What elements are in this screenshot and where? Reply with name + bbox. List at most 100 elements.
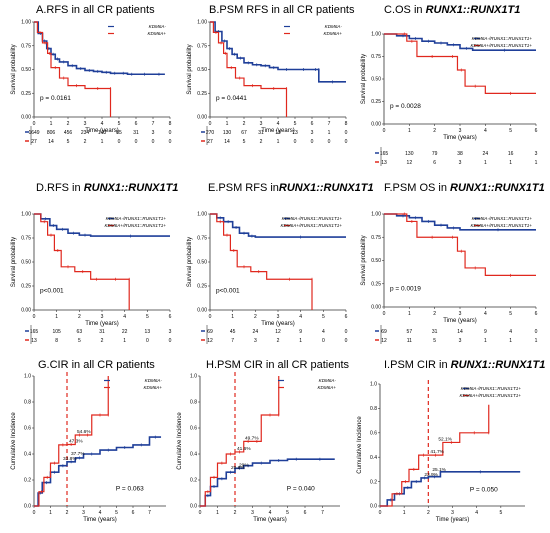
panel-a-x-tick-label: 1	[50, 121, 53, 127]
panel-i-x-tick-label: 4	[475, 510, 478, 516]
panel-d-legend-label: KDM6A-/RUNX1::RUNX1T1+	[106, 216, 167, 221]
panel-e-x-tick-label: 0	[209, 314, 212, 320]
panel-d-p-value: p<0.001	[40, 288, 64, 295]
panel-f-title-italic: RUNX1::RUNX1T1	[450, 182, 545, 194]
panel-i-y-tick-label: 0.8	[370, 406, 377, 412]
panel-f-legend-label: KDM6A+/RUNX1::RUNX1T1+	[470, 223, 532, 228]
panel-d-risk-value: 105	[52, 329, 61, 335]
panel-e-y-tick-label: 0.50	[197, 260, 207, 266]
panel-g-y-tick-label: 0.4	[24, 452, 31, 458]
panel-a-series-negative-line	[34, 21, 165, 76]
panel-d: 0 1 2 3 4 5 6 0.00 0.25 0.50 0.75 1.00 Time (years) S…	[11, 212, 172, 344]
panel-h-legend-label: KDM6A-	[319, 378, 337, 383]
panel-h-p-value: P = 0.040	[287, 485, 315, 492]
panel-c-x-tick-label: 1	[408, 128, 411, 134]
panel-d-risk-value: 13	[145, 329, 151, 335]
panel-e-x-tick-label: 6	[345, 314, 348, 320]
panel-e-risk-value: 2	[277, 338, 280, 344]
panel-a-y-tick-label: 0.75	[21, 43, 31, 49]
panel-b-risk-value: 67	[241, 130, 247, 136]
panel-d-y-tick-label: 0.75	[21, 236, 31, 242]
panel-f-risk-value: 57	[407, 329, 413, 335]
panel-a-x-tick-label: 7	[152, 121, 155, 127]
panel-f-x-tick-label: 4	[484, 311, 487, 317]
panel-e-risk-value: 12	[275, 329, 281, 335]
panel-e-x-tick-label: 5	[322, 314, 325, 320]
panel-g-x-tick-label: 3	[82, 510, 85, 516]
panel-a-risk-value: 456	[64, 130, 73, 136]
panel-a-risk-value: 0	[169, 130, 172, 136]
panel-f-risk-value: 11	[407, 338, 412, 344]
panel-i-x-tick-label: 0	[379, 510, 382, 516]
panel-f-x-tick-label: 1	[408, 311, 411, 317]
panel-f-p-value: p = 0.0019	[390, 285, 421, 292]
panel-i-annotation: 23.9%	[424, 472, 438, 478]
panel-b-risk-value: 2	[260, 139, 263, 145]
panel-h-y-tick-label: 0.8	[190, 400, 197, 406]
panel-e-x-tick-label: 4	[299, 314, 302, 320]
panel-g-title-text: G.CIR in all CR patients	[38, 359, 155, 371]
panel-b-risk-value: 1	[277, 139, 280, 145]
panel-f-x-tick-label: 3	[459, 311, 462, 317]
panel-f-x-tick-label: 2	[433, 311, 436, 317]
panel-a-risk-value: 0	[118, 139, 121, 145]
panel-e-y-tick-label: 0.00	[197, 308, 207, 314]
panel-c-y-tick-label: 0.50	[371, 77, 381, 83]
panel-d-risk-value: 0	[169, 338, 172, 344]
panel-b-risk-value: 0	[328, 139, 331, 145]
panel-f-y-tick-label: 0.25	[371, 281, 381, 287]
panel-e-x-tick-label: 1	[231, 314, 234, 320]
panel-e-p-value: p<0.001	[216, 288, 240, 295]
panel-b-legend-label: KDM6A+	[323, 31, 342, 36]
panel-b-y-tick-label: 0.50	[197, 67, 207, 73]
panel-f-y-tick-label: 0.75	[371, 235, 381, 241]
panel-e-y-tick-label: 1.00	[197, 212, 207, 218]
panel-g-x-tick-label: 0	[33, 510, 36, 516]
panel-i-p-value: P = 0.050	[470, 486, 498, 493]
panel-a-p-value: p = 0.0161	[40, 95, 71, 102]
panel-a-risk-value: 234	[81, 130, 90, 136]
panel-i-y-tick-label: 0.2	[370, 479, 377, 485]
panel-h-series-negative-line	[200, 458, 335, 507]
panel-g-annotation: 47.3%	[69, 439, 83, 445]
panel-b-y-tick-label: 0.75	[197, 43, 207, 49]
panel-i-series-negative-line	[380, 471, 521, 507]
panel-g-y-tick-label: 1.0	[24, 374, 31, 380]
panel-g-x-tick-label: 1	[49, 510, 52, 516]
panel-b-legend-label: KDM6A-	[325, 24, 343, 29]
panel-d-risk-value: 22	[122, 329, 128, 335]
panel-f-risk-value: 5	[433, 338, 436, 344]
panel-c-title-text: C.OS in	[384, 4, 426, 16]
panel-a-x-tick-label: 3	[84, 121, 87, 127]
panel-d-title-text: D.RFS in	[36, 182, 84, 194]
panel-b-series-positive-line	[210, 21, 288, 117]
panel-e-risk-value: 1	[299, 338, 302, 344]
panel-g-x-tick-label: 2	[66, 510, 69, 516]
panel-e-risk-value: 45	[230, 329, 236, 335]
panel-d-x-axis-label: Time (years)	[85, 321, 118, 327]
panel-e-risk-value: 0	[345, 338, 348, 344]
panel-g-annotation: 33.8%	[63, 456, 77, 462]
panel-d-x-tick-label: 4	[123, 314, 126, 320]
panel-g-annotation: 37.7%	[71, 451, 85, 457]
panel-f-risk-value: 31	[432, 329, 438, 335]
panel-a-x-axis-label: Time (years)	[85, 128, 118, 134]
panel-c-y-tick-label: 1.00	[371, 32, 381, 38]
panel-e-legend-label: KDM6A-/RUNX1::RUNX1T1+	[282, 216, 343, 221]
panel-e-x-axis-label: Time (years)	[261, 321, 294, 327]
panel-i-annotation: 41.7%	[430, 449, 444, 455]
panel-b-risk-value: 19	[275, 130, 281, 136]
panel-a-y-tick-label: 0.25	[21, 91, 31, 97]
panel-a-risk-value: 3	[152, 130, 155, 136]
panel-c-risk-value: 130	[405, 151, 414, 157]
panel-h-title-text: H.PSM CIR in all CR patients	[206, 359, 350, 371]
panel-b-risk-value: 27	[207, 139, 213, 145]
panel-d-x-tick-label: 2	[78, 314, 81, 320]
panel-c-p-value: p = 0.0028	[390, 103, 421, 110]
panel-c-x-tick-label: 4	[484, 128, 487, 134]
panel-g-y-tick-label: 0.6	[24, 426, 31, 432]
panel-a-risk-value: 31	[133, 130, 139, 136]
panel-a-y-axis-label: Survival probability	[11, 44, 17, 94]
